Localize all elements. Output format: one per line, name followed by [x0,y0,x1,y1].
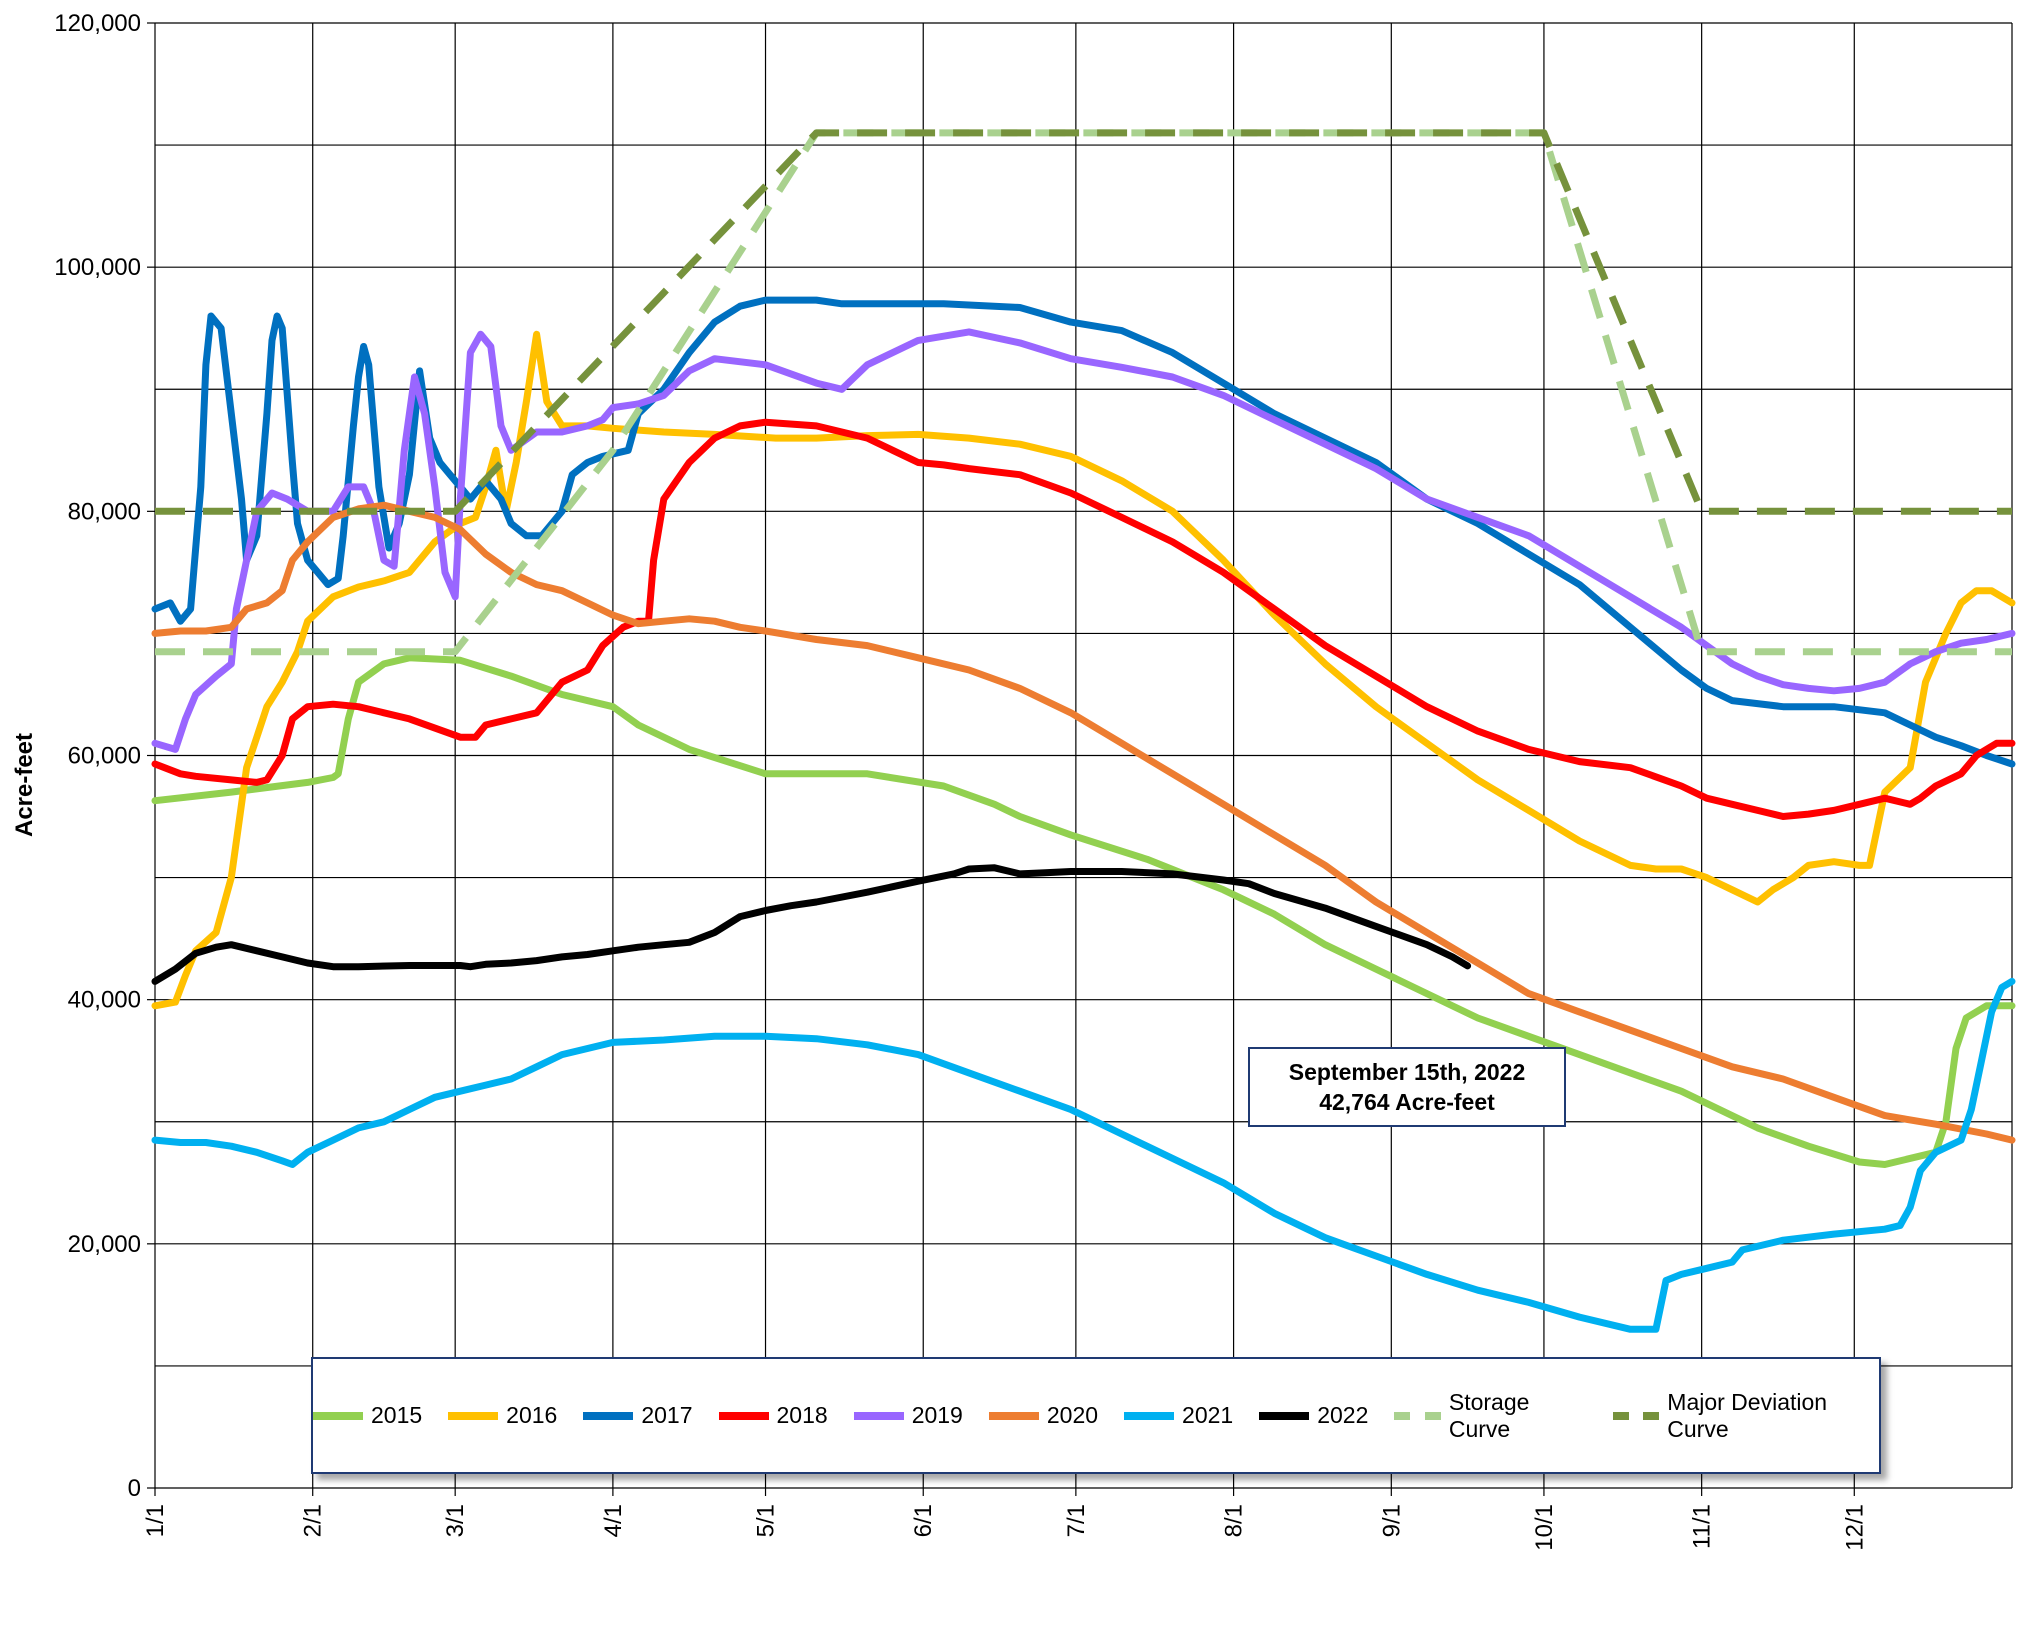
legend-item-storage-curve: Storage Curve [1394,1389,1586,1443]
legend-swatch [1612,1411,1660,1420]
legend-item-2022: 2022 [1259,1402,1368,1429]
legend-item-major-deviation-curve: Major Deviation Curve [1612,1388,1879,1443]
legend-label: 2015 [371,1402,423,1428]
series-line-2017 [151,296,2016,768]
annotation-box: September 15th, 2022 42,764 Acre-feet [1248,1047,1566,1127]
y-tick-label: 60,000 [68,743,141,770]
x-tick-label: 7/1 [1063,1504,1090,1537]
axis-layer: 0 20,000 40,000 60,000 80,000 100,000 120,000 1… [54,10,1868,1551]
series-line-2015 [151,654,2016,1168]
x-tick-label: 9/1 [1378,1504,1405,1537]
x-tick-label: 2/1 [300,1504,327,1537]
y-tick-label: 20,000 [68,1231,141,1258]
x-tick-label: 6/1 [910,1504,937,1537]
series-line-2016 [151,330,2016,1010]
series-layer [151,129,2016,1333]
x-tick-label: 5/1 [753,1504,780,1537]
legend-swatch [583,1411,634,1420]
legend-label: Storage Curve [1448,1388,1530,1442]
y-tick-label: 80,000 [68,498,141,525]
legend-label: 2017 [641,1402,693,1428]
y-tick-label: 0 [128,1475,141,1502]
series-line-2021 [151,977,2016,1333]
legend-swatch [1259,1411,1310,1420]
x-tick-label: 11/1 [1689,1504,1716,1549]
legend-swatch [313,1411,363,1420]
legend-swatch [988,1411,1039,1420]
legend-label: Major Deviation Curve [1667,1388,1828,1442]
x-tick-label: 1/1 [142,1504,169,1537]
x-tick-label: 4/1 [600,1504,627,1537]
series-line-storage-curve [155,129,2012,656]
legend-swatch [448,1411,499,1420]
y-tick-label: 100,000 [54,254,141,281]
legend: 2015 2016 2017 2018 2019 2020 2021 2022 Storage … [311,1357,1881,1474]
series-line-2022 [151,864,1472,985]
x-tick-label: 12/1 [1841,1504,1868,1551]
legend-swatch [1124,1411,1175,1420]
legend-label: 2019 [911,1402,963,1428]
x-tick-label: 10/1 [1531,1504,1558,1551]
legend-label: 2018 [776,1402,828,1428]
legend-item-2020: 2020 [988,1402,1099,1429]
legend-item-2017: 2017 [583,1402,693,1429]
grid-layer [154,22,2013,1489]
legend-item-2018: 2018 [718,1402,828,1429]
y-tick-label: 120,000 [54,10,141,37]
y-axis-label: Acre-feet [11,733,38,837]
series-line-2018 [151,418,2016,820]
legend-label: 2021 [1182,1402,1234,1428]
legend-item-2015: 2015 [313,1402,422,1429]
series-line-2020 [151,501,2016,1144]
annotation-value: 42,764 Acre-feet [1319,1089,1495,1115]
legend-item-2019: 2019 [853,1402,963,1429]
legend-swatch [718,1411,769,1420]
y-tick-label: 40,000 [68,987,141,1014]
x-tick-label: 8/1 [1221,1504,1248,1537]
series-line-major-deviation-curve [155,129,2012,515]
legend-item-2016: 2016 [448,1402,557,1429]
legend-swatch [1394,1411,1441,1420]
legend-label: 2016 [506,1402,558,1428]
x-tick-label: 3/1 [442,1504,469,1537]
legend-label: 2020 [1046,1402,1099,1428]
legend-label: 2022 [1317,1402,1369,1428]
legend-item-2021: 2021 [1124,1402,1233,1429]
legend-swatch [853,1411,904,1420]
annotation-date: September 15th, 2022 [1288,1059,1526,1085]
